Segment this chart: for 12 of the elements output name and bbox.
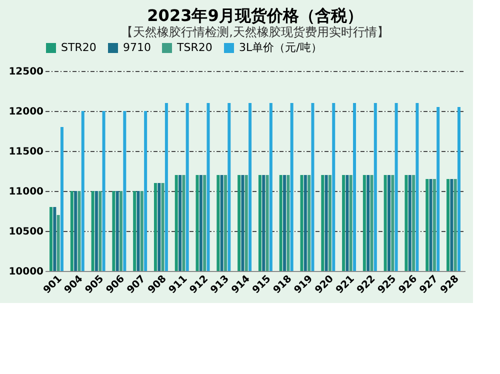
legend-label: STR20 [61,41,96,54]
y-tick-label: 11500 [8,146,44,158]
legend-label: 3L单价（元/吨） [239,41,322,54]
y-tick-label: 12500 [8,66,44,78]
chart-title: 2023年9月现货价格（含税） [147,6,363,25]
y-tick-label: 12000 [8,106,44,118]
legend-label: TSR20 [176,41,212,54]
y-tick-label: 10500 [8,226,44,238]
legend-label: 9710 [123,41,151,54]
y-tick-label: 11000 [8,186,44,198]
text: 【天然橡胶行情检测,天然橡胶现货费用实时行情】 [121,25,389,39]
y-tick-label: 10000 [8,266,44,278]
